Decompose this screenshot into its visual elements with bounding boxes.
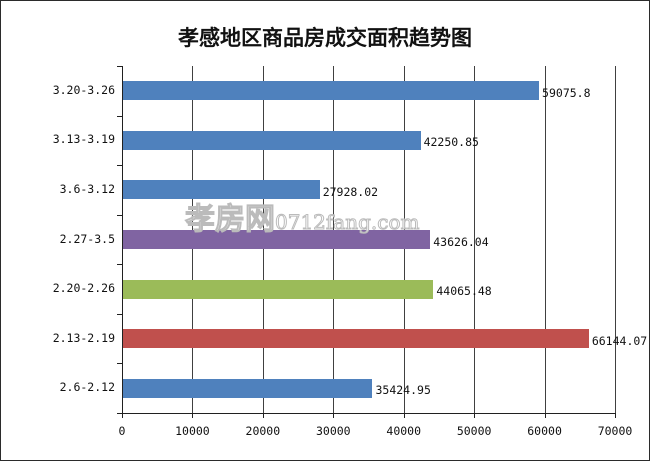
x-tick-label: 30000 [315, 424, 351, 438]
bar-value-label: 44065.48 [436, 284, 492, 299]
y-tick [117, 413, 122, 414]
y-tick [117, 313, 122, 315]
x-tick [262, 413, 264, 418]
x-tick-label: 60000 [527, 424, 562, 438]
y-tick [117, 363, 122, 365]
gridline [615, 66, 616, 413]
watermark: 孝房网0712fang.com [185, 194, 420, 238]
x-tick-label: 10000 [175, 424, 210, 438]
x-tick [403, 413, 405, 418]
bar-value-label: 27928.02 [322, 184, 379, 199]
bar [123, 329, 589, 349]
plot-area: 59075.8 42250.85 27928.02 43626.04 44065.48 6… [117, 66, 647, 418]
x-tick-label: 40000 [386, 424, 422, 438]
y-tick [117, 264, 122, 266]
bar-value-label: 66144.07 [591, 333, 648, 348]
bar [123, 279, 434, 299]
category-label: 2.13-2.19 [52, 330, 115, 345]
y-tick [117, 115, 122, 117]
category-label: 2.27-3.5 [59, 231, 115, 246]
category-label: 3.6-3.12 [59, 181, 115, 196]
x-tick [333, 413, 335, 418]
x-tick [544, 413, 546, 418]
bar-value-label: 42250.85 [423, 135, 479, 150]
x-tick [615, 413, 616, 418]
x-axis [122, 413, 616, 414]
x-tick [192, 413, 194, 418]
bar [123, 130, 421, 150]
chart-title: 孝感地区商品房成交面积趋势图 [178, 25, 472, 50]
bar-value-label: 35424.95 [375, 383, 431, 398]
bar-value-label: 43626.04 [433, 234, 489, 249]
category-label: 3.13-3.19 [52, 132, 115, 147]
category-label: 2.20-2.26 [52, 281, 115, 296]
x-tick-label: 70000 [597, 424, 633, 438]
x-tick-label: 50000 [456, 424, 492, 438]
x-tick [474, 413, 476, 418]
bar [123, 180, 320, 200]
watermark-brand: 孝房网 [185, 202, 276, 238]
x-tick-label: 0 [118, 424, 126, 438]
gridline [474, 66, 476, 413]
bar-value-label: 59075.8 [542, 85, 591, 100]
y-tick [117, 66, 122, 67]
gridline [544, 66, 546, 413]
watermark-url: 0712fang.com [274, 210, 420, 235]
x-tick [122, 413, 123, 418]
y-tick [117, 165, 122, 167]
y-axis [122, 66, 123, 413]
category-label: 3.20-3.26 [52, 82, 115, 97]
y-tick [117, 214, 122, 216]
category-label: 2.6-2.12 [59, 380, 115, 395]
bar [123, 230, 431, 249]
bar [123, 378, 373, 398]
x-tick-label: 20000 [245, 424, 281, 438]
bar [123, 81, 540, 101]
